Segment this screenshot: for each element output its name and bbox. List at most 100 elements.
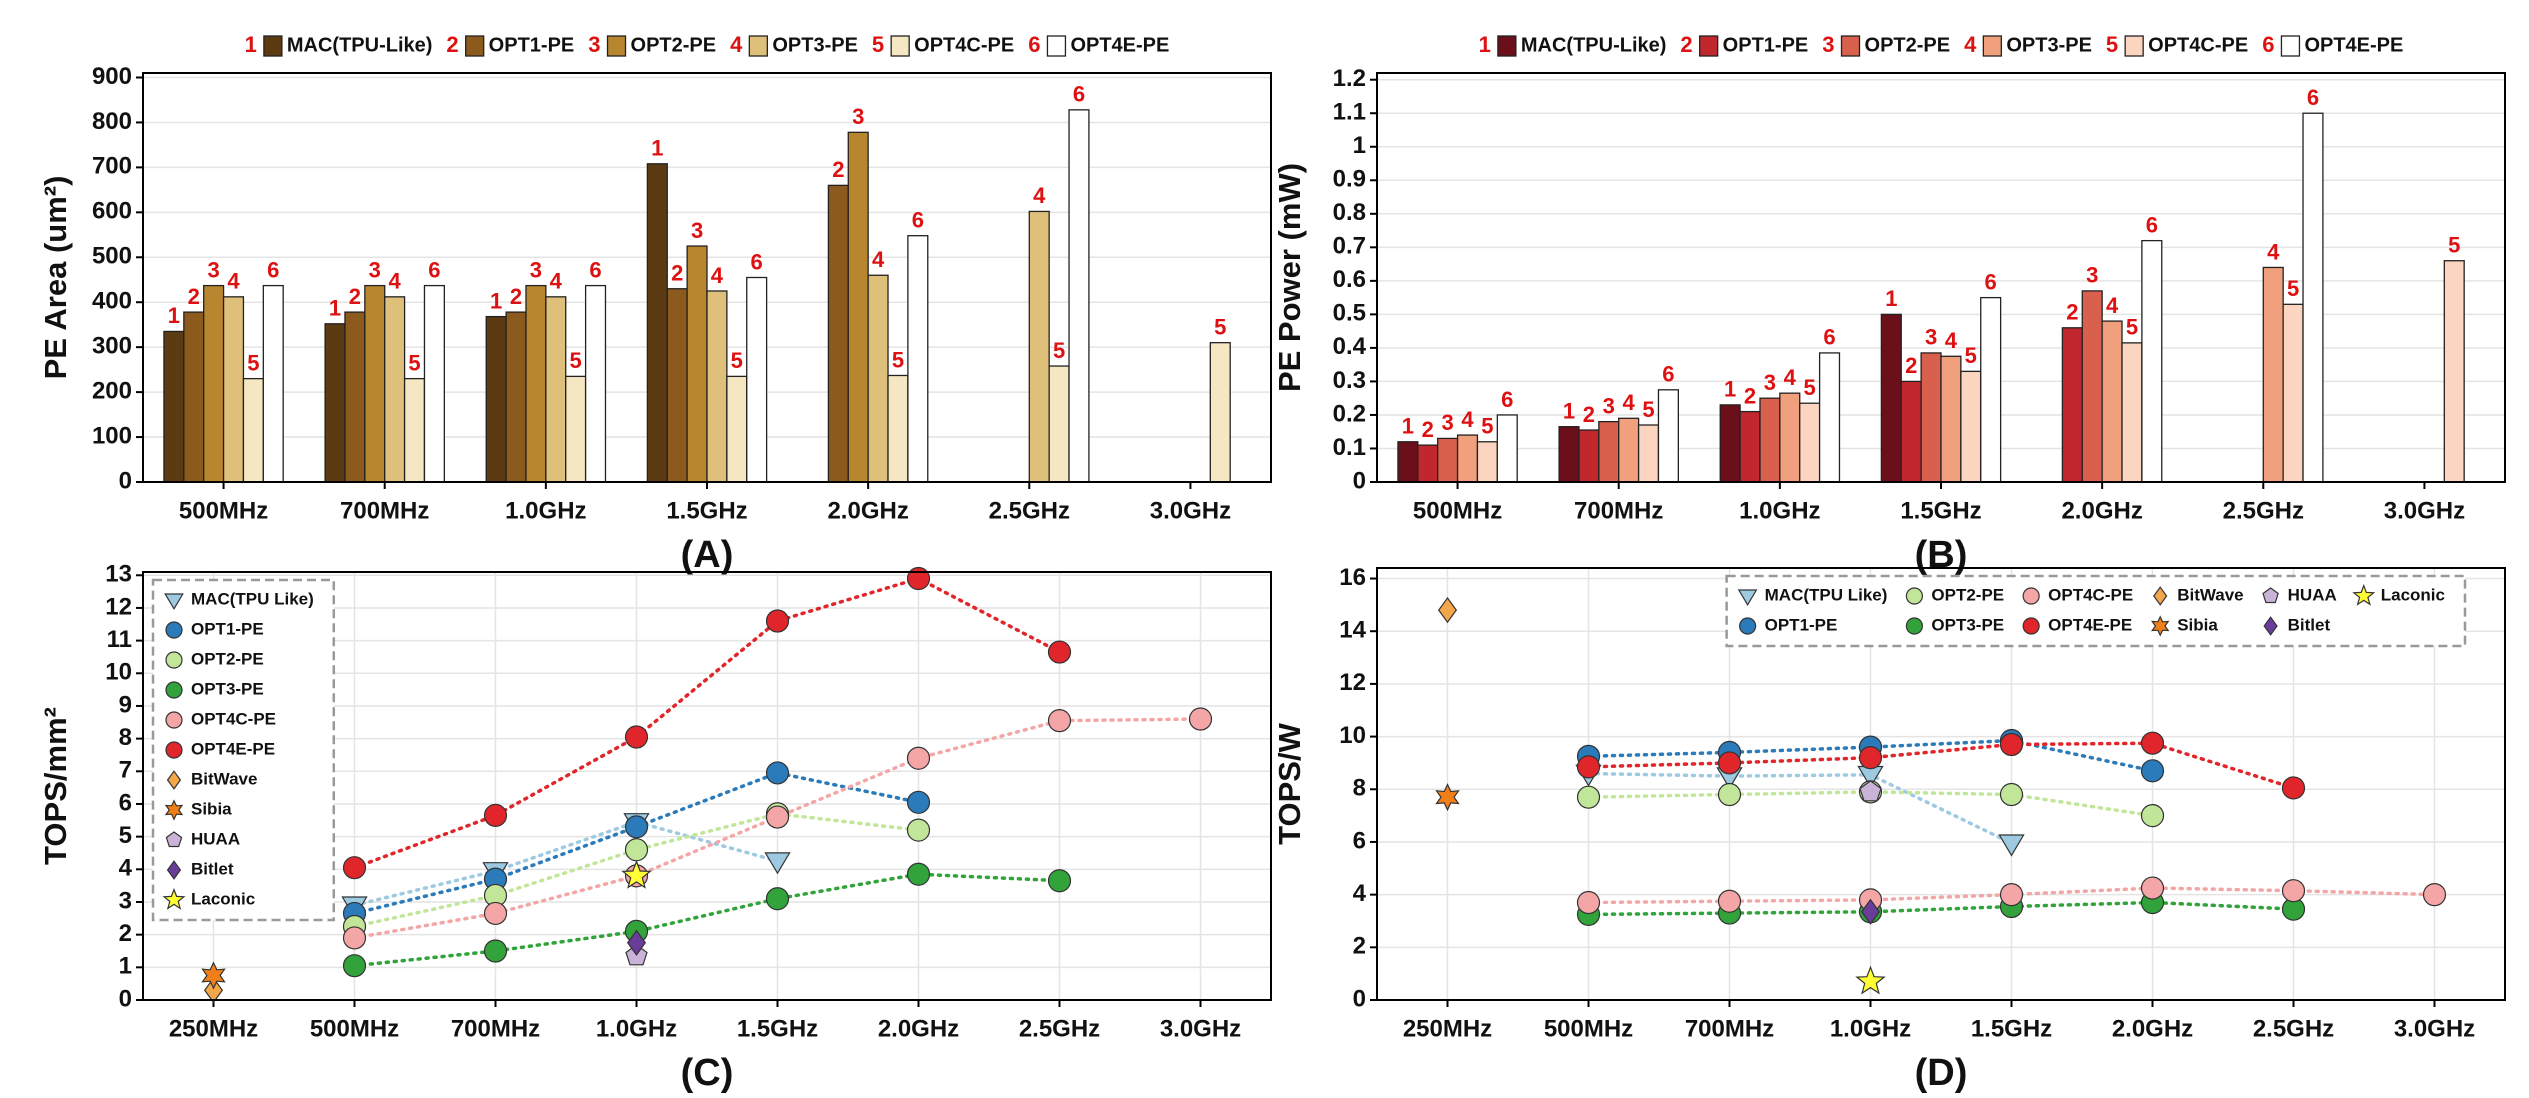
marker — [1858, 746, 1883, 770]
marker — [621, 859, 652, 889]
y-tick-label: 1.1 — [1333, 99, 1366, 126]
marker — [906, 746, 931, 770]
y-tick-label: 700 — [92, 153, 132, 180]
bar-number-label: 1 — [1563, 398, 1575, 423]
bar — [646, 163, 668, 483]
y-tick-label: 12 — [105, 593, 132, 620]
marker — [165, 621, 183, 639]
bar — [2302, 112, 2324, 483]
series-line — [352, 576, 1062, 870]
y-tick-label: 7 — [119, 757, 132, 784]
bar-number-label: 6 — [428, 257, 440, 282]
legend-swatch — [890, 35, 910, 57]
bar — [1456, 434, 1479, 483]
marker — [765, 887, 790, 911]
y-tick-label: 13 — [105, 561, 132, 588]
bar-number-label: 4 — [227, 269, 240, 294]
legend-label: Laconic — [191, 889, 255, 908]
marker — [906, 862, 931, 886]
bar — [262, 284, 284, 483]
legend-label: OPT3-PE — [1931, 615, 2004, 634]
marker — [483, 939, 508, 963]
bar — [423, 284, 445, 483]
bar-number-label: 4 — [1945, 328, 1958, 353]
legend-swatch — [1699, 35, 1719, 57]
panel-caption: (B) — [1915, 534, 1968, 576]
x-tick-label: 1.0GHz — [505, 497, 586, 524]
marker — [1999, 732, 2024, 757]
x-tick-label: 700MHz — [1685, 1015, 1774, 1042]
x-tick-label: 2.0GHz — [827, 497, 908, 524]
bar — [1779, 392, 1801, 483]
marker — [2153, 586, 2168, 606]
legend-label: OPT1-PE — [1765, 615, 1838, 634]
bar-number-label: 5 — [1214, 314, 1226, 339]
bar — [1818, 352, 1841, 483]
legend-number: 4 — [730, 32, 743, 57]
bar — [1880, 313, 1902, 483]
marker — [342, 926, 367, 950]
bar — [1739, 410, 1761, 483]
legend-number: 4 — [1964, 32, 1977, 57]
bar-number-label: 6 — [267, 257, 279, 282]
bar-number-label: 3 — [208, 257, 220, 282]
bar — [1637, 424, 1660, 483]
legend-box — [1725, 574, 2467, 648]
legend-label: HUAA — [191, 829, 240, 848]
y-tick-label: 0 — [119, 467, 132, 494]
legend-number: 2 — [1680, 32, 1692, 57]
x-tick-label: 2.5GHz — [989, 497, 1070, 524]
marker — [1435, 783, 1460, 812]
bar — [2443, 260, 2465, 483]
bar — [1578, 429, 1600, 483]
legend-label: HUAA — [2288, 585, 2337, 604]
marker — [1576, 785, 1601, 809]
bar — [1900, 380, 1922, 483]
bar-number-label: 5 — [1804, 375, 1816, 400]
legend-label: OPT3-PE — [191, 679, 264, 698]
marker — [201, 961, 226, 990]
y-tick-label: 600 — [92, 198, 132, 225]
legend: 1 MAC(TPU-Like) 2 OPT1-PE 3 OPT2-PE 4 OPT3-PE 5 O… — [1479, 32, 2404, 57]
y-tick-label: 2 — [119, 920, 132, 947]
bar-number-label: 6 — [912, 208, 924, 233]
y-tick-label: 0 — [119, 985, 132, 1012]
marker — [162, 887, 186, 910]
bar — [1209, 342, 1231, 483]
bar — [565, 375, 587, 483]
legend-number: 3 — [1822, 32, 1834, 57]
y-tick-label: 0.1 — [1333, 434, 1366, 461]
marker — [2281, 776, 2306, 800]
legend-label: OPT4C-PE — [191, 709, 276, 728]
legend-number: 5 — [872, 32, 884, 57]
marker — [1576, 890, 1601, 915]
y-axis-label: TOPS/W — [1272, 722, 1307, 844]
marker — [1717, 751, 1742, 775]
y-axis-label: PE Area (um²) — [38, 176, 73, 380]
bar-number-label: 2 — [1583, 402, 1595, 427]
marker — [165, 651, 183, 669]
y-tick-label: 0.5 — [1333, 300, 1366, 327]
marker — [203, 977, 224, 1004]
y-tick-label: 0.6 — [1333, 266, 1366, 293]
bar-number-label: 4 — [550, 269, 563, 294]
marker — [1188, 707, 1213, 731]
series-line — [352, 812, 921, 929]
marker — [1576, 755, 1601, 779]
marker — [1047, 640, 1072, 664]
marker — [764, 852, 791, 875]
bar — [686, 245, 708, 483]
bar — [183, 311, 205, 483]
legend-label: MAC(TPU Like) — [191, 589, 314, 608]
bar-number-label: 1 — [1885, 286, 1897, 311]
legend-label: Laconic — [2381, 585, 2445, 604]
marker — [1859, 780, 1882, 802]
legend-label: OPT4E-PE — [2304, 34, 2403, 56]
y-tick-label: 6 — [119, 789, 132, 816]
y-tick-label: 0 — [1353, 467, 1366, 494]
x-tick-label: 3.0GHz — [2394, 1015, 2475, 1042]
bar-number-label: 2 — [832, 157, 844, 182]
legend-label: Sibia — [191, 799, 232, 818]
y-tick-label: 10 — [1339, 722, 1366, 749]
marker — [906, 818, 931, 842]
